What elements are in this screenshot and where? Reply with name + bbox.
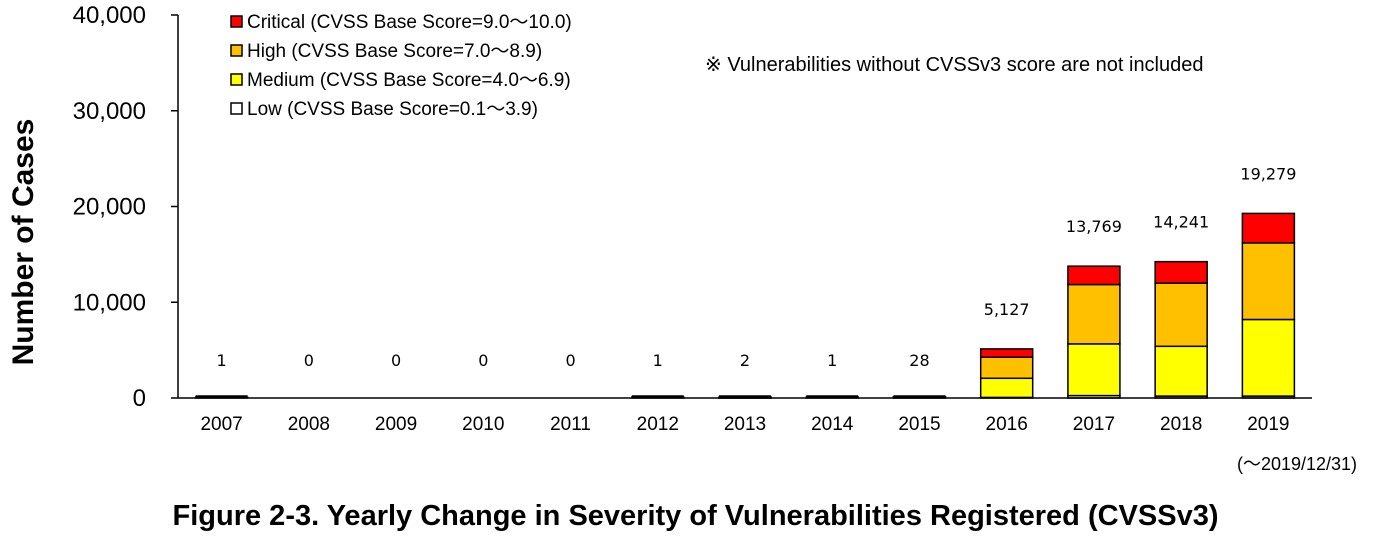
x-tick-label: 2013 <box>724 414 766 435</box>
y-tick-label: 10,000 <box>73 289 146 316</box>
x-tick-label: 2010 <box>462 414 504 435</box>
x-axis-labels: 2007 2008 2009 2010 2011 2012 2013 2014 2015 2016… <box>200 414 1289 435</box>
x-tick-label: 2015 <box>898 414 940 435</box>
x-tick-label: 2014 <box>811 414 854 435</box>
severity-bar-chart: Number of Cases 0 10,000 20,000 30,000 40,00… <box>7 2 1357 474</box>
total-label: 0 <box>391 351 401 370</box>
bar-segment <box>1241 242 1296 321</box>
x-tick-label: 2019 <box>1247 414 1289 435</box>
figure-title: Figure 2-3. Yearly Change in Severity of… <box>172 500 1219 532</box>
total-label: 0 <box>478 351 488 370</box>
x-tick-label: 2012 <box>637 414 679 435</box>
bar-segment <box>1067 343 1121 397</box>
total-labels: 1 0 0 0 0 1 2 1 28 5,127 13,769 14,241 19,279 <box>217 164 1297 370</box>
bar-segment <box>1241 212 1296 244</box>
y-tick-label: 40,000 <box>73 2 146 29</box>
y-tick-label: 20,000 <box>73 194 146 221</box>
total-label: 2 <box>740 351 750 370</box>
legend-swatch <box>230 15 243 28</box>
y-tick-label: 0 <box>133 385 146 412</box>
bar-segment <box>979 348 1034 358</box>
bar-segment <box>1067 283 1121 345</box>
x-tick-label: 2017 <box>1073 414 1115 435</box>
total-label: 19,279 <box>1240 164 1296 183</box>
total-label: 1 <box>217 351 227 370</box>
legend-label: High (CVSS Base Score=7.0～8.9) <box>247 41 542 62</box>
legend: Critical (CVSS Base Score=9.0～10.0) High … <box>230 12 572 120</box>
total-label: 28 <box>909 351 929 370</box>
bar-segment <box>1067 265 1121 286</box>
x-tick-label: 2009 <box>375 414 417 435</box>
x-axis-note: (～2019/12/31) <box>1237 454 1357 474</box>
bar-segment <box>1241 318 1296 397</box>
total-label: 5,127 <box>984 300 1030 319</box>
bar-segment <box>1154 282 1208 348</box>
y-axis-label: Number of Cases <box>7 119 40 366</box>
legend-swatch <box>230 73 243 86</box>
total-label: 0 <box>565 351 575 370</box>
x-tick-label: 2018 <box>1160 414 1202 435</box>
legend-label: Low (CVSS Base Score=0.1～3.9) <box>247 99 538 120</box>
y-tick-label: 30,000 <box>73 98 146 125</box>
x-tick-label: 2016 <box>986 414 1028 435</box>
total-label: 0 <box>304 351 314 370</box>
total-label: 14,241 <box>1153 213 1209 232</box>
x-tick-label: 2007 <box>200 414 242 435</box>
bars <box>194 212 1296 399</box>
bar-segment <box>1154 345 1208 397</box>
y-axis-ticks: 0 10,000 20,000 30,000 40,000 <box>73 2 178 412</box>
x-tick-label: 2008 <box>288 414 330 435</box>
total-label: 1 <box>827 351 837 370</box>
legend-label: Medium (CVSS Base Score=4.0～6.9) <box>247 70 571 91</box>
annotation-note: ※ Vulnerabilities without CVSSv3 score a… <box>705 54 1204 76</box>
legend-swatch <box>230 44 243 57</box>
legend-swatch <box>230 102 243 115</box>
total-label: 1 <box>653 351 663 370</box>
bar-segment <box>979 356 1034 380</box>
bar-segment <box>1154 260 1208 284</box>
x-tick-label: 2011 <box>550 414 591 435</box>
legend-label: Critical (CVSS Base Score=9.0～10.0) <box>247 12 572 33</box>
total-label: 13,769 <box>1066 217 1122 236</box>
bar-segment <box>979 377 1034 399</box>
